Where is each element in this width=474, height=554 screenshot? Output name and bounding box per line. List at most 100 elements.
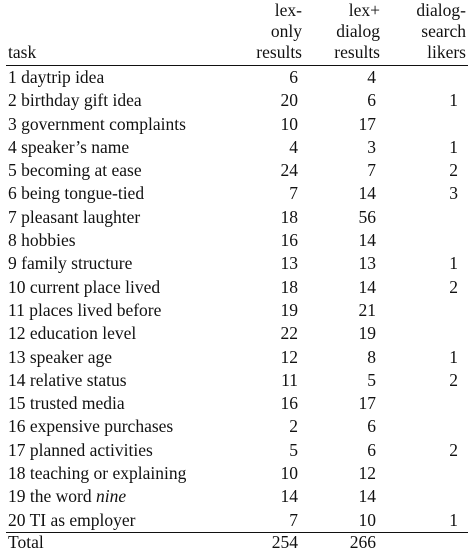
table-row: 12 education level 22 19 xyxy=(0,322,474,345)
total-row: Total 254 266 xyxy=(0,532,474,554)
lex-dialog-cell: 14 xyxy=(358,486,377,507)
likers-cell: 2 xyxy=(449,160,458,181)
task-number: 14 xyxy=(8,369,26,390)
task-label: daytrip idea xyxy=(21,67,105,87)
task-label: education level xyxy=(29,323,137,344)
lex-only-cell: 4 xyxy=(289,136,298,157)
lex-only-cell: 7 xyxy=(289,509,298,530)
total-lex-only: 254 xyxy=(271,532,298,552)
lex-dialog-cell: 6 xyxy=(367,416,376,437)
likers-cell: 1 xyxy=(449,346,458,367)
header-lex-only-line3: results xyxy=(256,42,302,62)
lex-dialog-cell: 13 xyxy=(358,253,377,274)
task-cell: 20 TI as employer xyxy=(8,509,136,530)
table-row: 9 family structure 13 13 1 xyxy=(0,252,474,275)
lex-only-cell: 7 xyxy=(289,183,298,204)
table-row: 7 pleasant laughter 18 56 xyxy=(0,206,474,229)
table-row: 18 teaching or explaining 10 12 xyxy=(0,462,474,485)
table-row: 10 current place lived 18 14 2 xyxy=(0,276,474,299)
table-row: 11 places lived before 19 21 xyxy=(0,299,474,322)
header-lex-only-line2: only xyxy=(270,21,302,41)
header-likers-line3: likers xyxy=(427,42,466,62)
likers-cell: 2 xyxy=(449,369,458,390)
likers-cell: 2 xyxy=(449,276,458,297)
lex-dialog-cell: 12 xyxy=(358,463,377,484)
task-number: 16 xyxy=(8,416,26,437)
task-cell: 4 speaker’s name xyxy=(8,136,130,157)
lex-dialog-cell: 10 xyxy=(358,509,377,530)
task-cell: 1 daytrip idea xyxy=(8,67,105,87)
lex-dialog-cell: 5 xyxy=(367,369,376,390)
task-label: places lived before xyxy=(29,299,162,320)
total-lex-dialog: 266 xyxy=(349,532,376,552)
header-lex-dialog: lex+ dialog results xyxy=(310,0,380,64)
task-label: speaker’s name xyxy=(21,136,130,157)
lex-dialog-cell: 19 xyxy=(358,323,377,344)
task-label: planned activities xyxy=(29,439,153,460)
lex-only-cell: 16 xyxy=(280,230,299,251)
header-lex-dialog-line1: lex+ xyxy=(348,0,380,20)
task-number: 10 xyxy=(8,276,26,297)
task-cell: 2 birthday gift idea xyxy=(8,92,142,110)
table-row: 17 planned activities 5 6 2 xyxy=(0,439,474,462)
lex-dialog-cell: 6 xyxy=(367,439,376,460)
header-lex-only: lex- only results xyxy=(236,0,302,64)
likers-cell: 2 xyxy=(449,439,458,460)
lex-dialog-cell: 14 xyxy=(358,276,377,297)
lex-only-cell: 14 xyxy=(280,486,299,507)
header-rule xyxy=(6,65,468,66)
lex-only-cell: 10 xyxy=(280,463,299,484)
lex-dialog-cell: 56 xyxy=(358,206,377,227)
task-cell: 13 speaker age xyxy=(8,346,112,367)
task-number: 7 xyxy=(8,206,17,227)
likers-cell: 1 xyxy=(449,509,458,530)
task-cell: 10 current place lived xyxy=(8,276,160,297)
lex-dialog-cell: 21 xyxy=(358,299,377,320)
task-number: 20 xyxy=(8,509,26,530)
task-cell: 12 education level xyxy=(8,325,136,343)
table-row: 14 relative status 11 5 2 xyxy=(0,369,474,392)
task-number: 1 xyxy=(8,67,17,87)
task-label: government complaints xyxy=(21,113,186,134)
lex-only-cell: 24 xyxy=(280,160,299,181)
task-number: 19 xyxy=(8,486,26,507)
table-row: 19 the word nine 14 14 xyxy=(0,485,474,508)
task-label: speaker age xyxy=(29,346,112,367)
likers-cell: 3 xyxy=(449,183,458,204)
likers-cell: 1 xyxy=(449,253,458,274)
task-number: 2 xyxy=(8,90,17,111)
lex-only-cell: 16 xyxy=(280,393,299,414)
task-label: relative status xyxy=(29,369,127,390)
lex-dialog-cell: 8 xyxy=(367,346,376,367)
task-label: birthday gift idea xyxy=(21,90,142,111)
lex-only-cell: 2 xyxy=(289,416,298,437)
task-cell: 6 being tongue-tied xyxy=(8,185,144,203)
task-number: 11 xyxy=(8,299,25,320)
task-cell: 5 becoming at ease xyxy=(8,161,142,180)
lex-only-cell: 11 xyxy=(281,369,298,390)
lex-only-cell: 18 xyxy=(280,206,299,227)
table-row: 5 becoming at ease 24 7 2 xyxy=(0,159,474,182)
total-rule xyxy=(6,532,468,533)
lex-only-cell: 19 xyxy=(280,299,299,320)
header-dialog-search-likers: dialog- search likers xyxy=(392,0,466,64)
task-label: pleasant laughter xyxy=(21,206,141,227)
table-row: 20 TI as employer 7 10 1 xyxy=(0,509,474,532)
lex-dialog-cell: 7 xyxy=(367,160,376,181)
lex-only-cell: 5 xyxy=(289,439,298,460)
task-label: family structure xyxy=(21,253,133,274)
table-row: 4 speaker’s name 4 3 1 xyxy=(0,136,474,159)
table-row: 1 daytrip idea 6 4 xyxy=(0,66,474,89)
lex-only-cell: 13 xyxy=(280,253,299,274)
task-cell: 16 expensive purchases xyxy=(8,418,173,436)
task-number: 18 xyxy=(8,463,26,484)
task-number: 9 xyxy=(8,253,17,274)
task-number: 3 xyxy=(8,113,17,134)
task-cell: 18 teaching or explaining xyxy=(8,463,186,484)
table-row: 8 hobbies 16 14 xyxy=(0,229,474,252)
task-number: 12 xyxy=(8,323,26,344)
table-row: 16 expensive purchases 2 6 xyxy=(0,415,474,438)
task-cell: 3 government complaints xyxy=(8,113,186,134)
task-label: hobbies xyxy=(21,230,76,251)
